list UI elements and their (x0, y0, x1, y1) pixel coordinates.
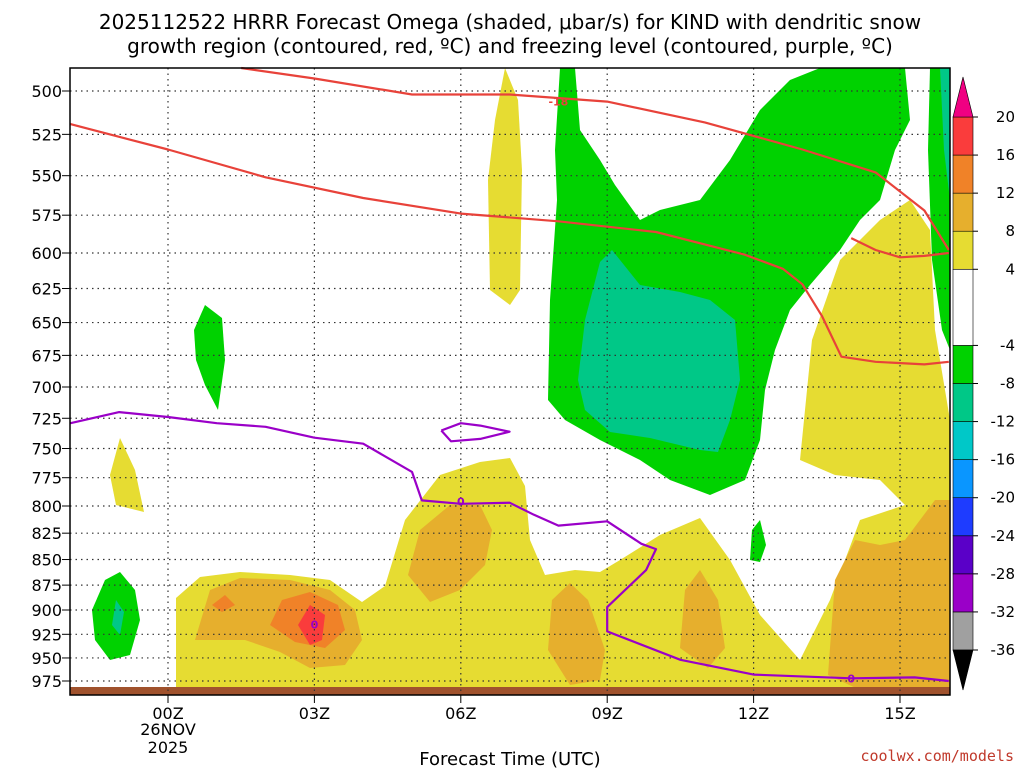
contour-label: -18 (548, 96, 568, 109)
omega-shading (70, 68, 950, 695)
contour-label: 0 (847, 672, 855, 685)
colorbar-bin (952, 535, 974, 575)
colorbar-tick-label: 16 (996, 146, 1015, 164)
y-tick-label: 975 (31, 672, 62, 691)
omega-fill-orange-small-left (212, 595, 235, 612)
omega-fill-teal-core (578, 250, 740, 452)
colorbar-bin (952, 268, 974, 346)
contour-label: 0 (311, 619, 319, 632)
colorbar-tick-label: -24 (991, 527, 1016, 545)
x-tick-label: 00Z (152, 704, 183, 723)
y-tick-label: 675 (31, 346, 62, 365)
colorbar-bin (952, 345, 974, 384)
x-tick-label: 15Z (884, 704, 915, 723)
colorbar-tick-label: 12 (996, 184, 1015, 202)
y-tick-label: 825 (31, 524, 62, 543)
x-year-label: 2025 (148, 738, 189, 757)
colorbar-bin (952, 497, 974, 537)
omega-fill-yellow-right (800, 200, 950, 505)
y-tick-label: 750 (31, 439, 62, 458)
contour-freezing-level-loop (440, 422, 511, 443)
y-tick-label: 500 (31, 82, 62, 101)
omega-fill-orange-14z (828, 500, 950, 690)
colorbar-bin (952, 421, 974, 460)
omega-fill-yellow-lowlevel (176, 458, 950, 690)
contour-labels: -18 0 0 0 (311, 96, 856, 686)
contour-freezing-level (70, 411, 949, 683)
y-tick-label: 850 (31, 551, 62, 570)
y-tick-label: 525 (31, 125, 62, 144)
colorbar-tick-label: -8 (1000, 375, 1015, 393)
y-tick-label: 600 (31, 244, 62, 263)
colorbar-tick-label: 4 (1005, 260, 1015, 278)
y-tick-label: 800 (31, 497, 62, 516)
plot-frame (69, 67, 951, 696)
y-tick-label: 700 (31, 378, 62, 397)
omega-fill-green-left-blob (194, 305, 225, 410)
colorbar-bottom-arrow (952, 649, 974, 691)
gridlines (70, 68, 950, 695)
x-tick-label: 09Z (592, 704, 623, 723)
omega-fill-yellow-small-left (110, 438, 144, 512)
colorbar-bin (952, 383, 974, 422)
y-tick-label: 775 (31, 469, 62, 488)
colorbar-top-arrow (952, 76, 974, 118)
contour-label: 0 (457, 496, 465, 509)
y-tick-label: 875 (31, 576, 62, 595)
colorbar-bin (952, 611, 974, 651)
colorbar-bin (952, 116, 974, 156)
terrain-strip (70, 687, 950, 695)
plot-area: -18 0 0 0 (69, 66, 951, 696)
chart-title-line2: growth region (contoured, red, ºC) and f… (127, 34, 893, 58)
colorbar-bin (952, 154, 974, 194)
colorbar-tick-label: -28 (991, 565, 1016, 583)
x-tick-label: 06Z (445, 704, 476, 723)
x-tick-label: 03Z (299, 704, 330, 723)
omega-fill-yellow-tower-6z (488, 68, 522, 305)
y-tick-label: 900 (31, 601, 62, 620)
omega-fill-red-core (298, 605, 325, 645)
colorbar-bin (952, 230, 974, 270)
colorbar-tick-label: 20 (996, 108, 1015, 126)
credit-text: coolwx.com/models (860, 747, 1014, 765)
colorbar-tick-label: 8 (1005, 222, 1015, 240)
colorbar-bin (952, 192, 974, 232)
y-tick-label: 625 (31, 279, 62, 298)
colorbar-tick-label: -4 (1000, 336, 1015, 354)
y-tick-label: 925 (31, 625, 62, 644)
x-axis-ticks: 00Z 03Z 06Z 09Z 12Z 15Z (152, 695, 916, 723)
colorbar-tick-label: -36 (991, 641, 1016, 659)
omega-fill-orange-11z (680, 570, 725, 668)
chart-title-line1: 2025112522 HRRR Forecast Omega (shaded, … (99, 10, 921, 34)
y-tick-label: 650 (31, 314, 62, 333)
y-axis-ticks: 500 525 550 575 600 625 650 675 700 725 750 775 800 8… (31, 82, 70, 691)
colorbar-tick-label: -16 (991, 451, 1016, 469)
x-axis-label: Forecast Time (UTC) (419, 749, 600, 768)
y-tick-label: 550 (31, 167, 62, 186)
contour-dendritic-growth-region-bottom (70, 123, 949, 366)
contour-dendritic-growth-region-right (850, 237, 949, 259)
colorbar-tick-label: -32 (991, 603, 1016, 621)
y-tick-label: 575 (31, 206, 62, 225)
contours (70, 66, 950, 683)
colorbar-tick-label: -20 (991, 489, 1016, 507)
x-date-label: 26NOV (140, 720, 196, 739)
colorbar: 20 16 12 8 4 -4 -8 -12 -16 -20 -24 -28 -32 -36 (952, 76, 1016, 691)
x-tick-label: 12Z (738, 704, 769, 723)
contour-dendritic-growth-region-top (241, 66, 950, 251)
y-tick-label: 725 (31, 409, 62, 428)
y-tick-label: 950 (31, 649, 62, 668)
colorbar-bin (952, 459, 974, 499)
omega-fill-orange-06z (408, 505, 492, 602)
colorbar-tick-label: -12 (991, 413, 1016, 431)
omega-fill-teal-lowleft (112, 600, 124, 635)
colorbar-bin (952, 573, 974, 613)
